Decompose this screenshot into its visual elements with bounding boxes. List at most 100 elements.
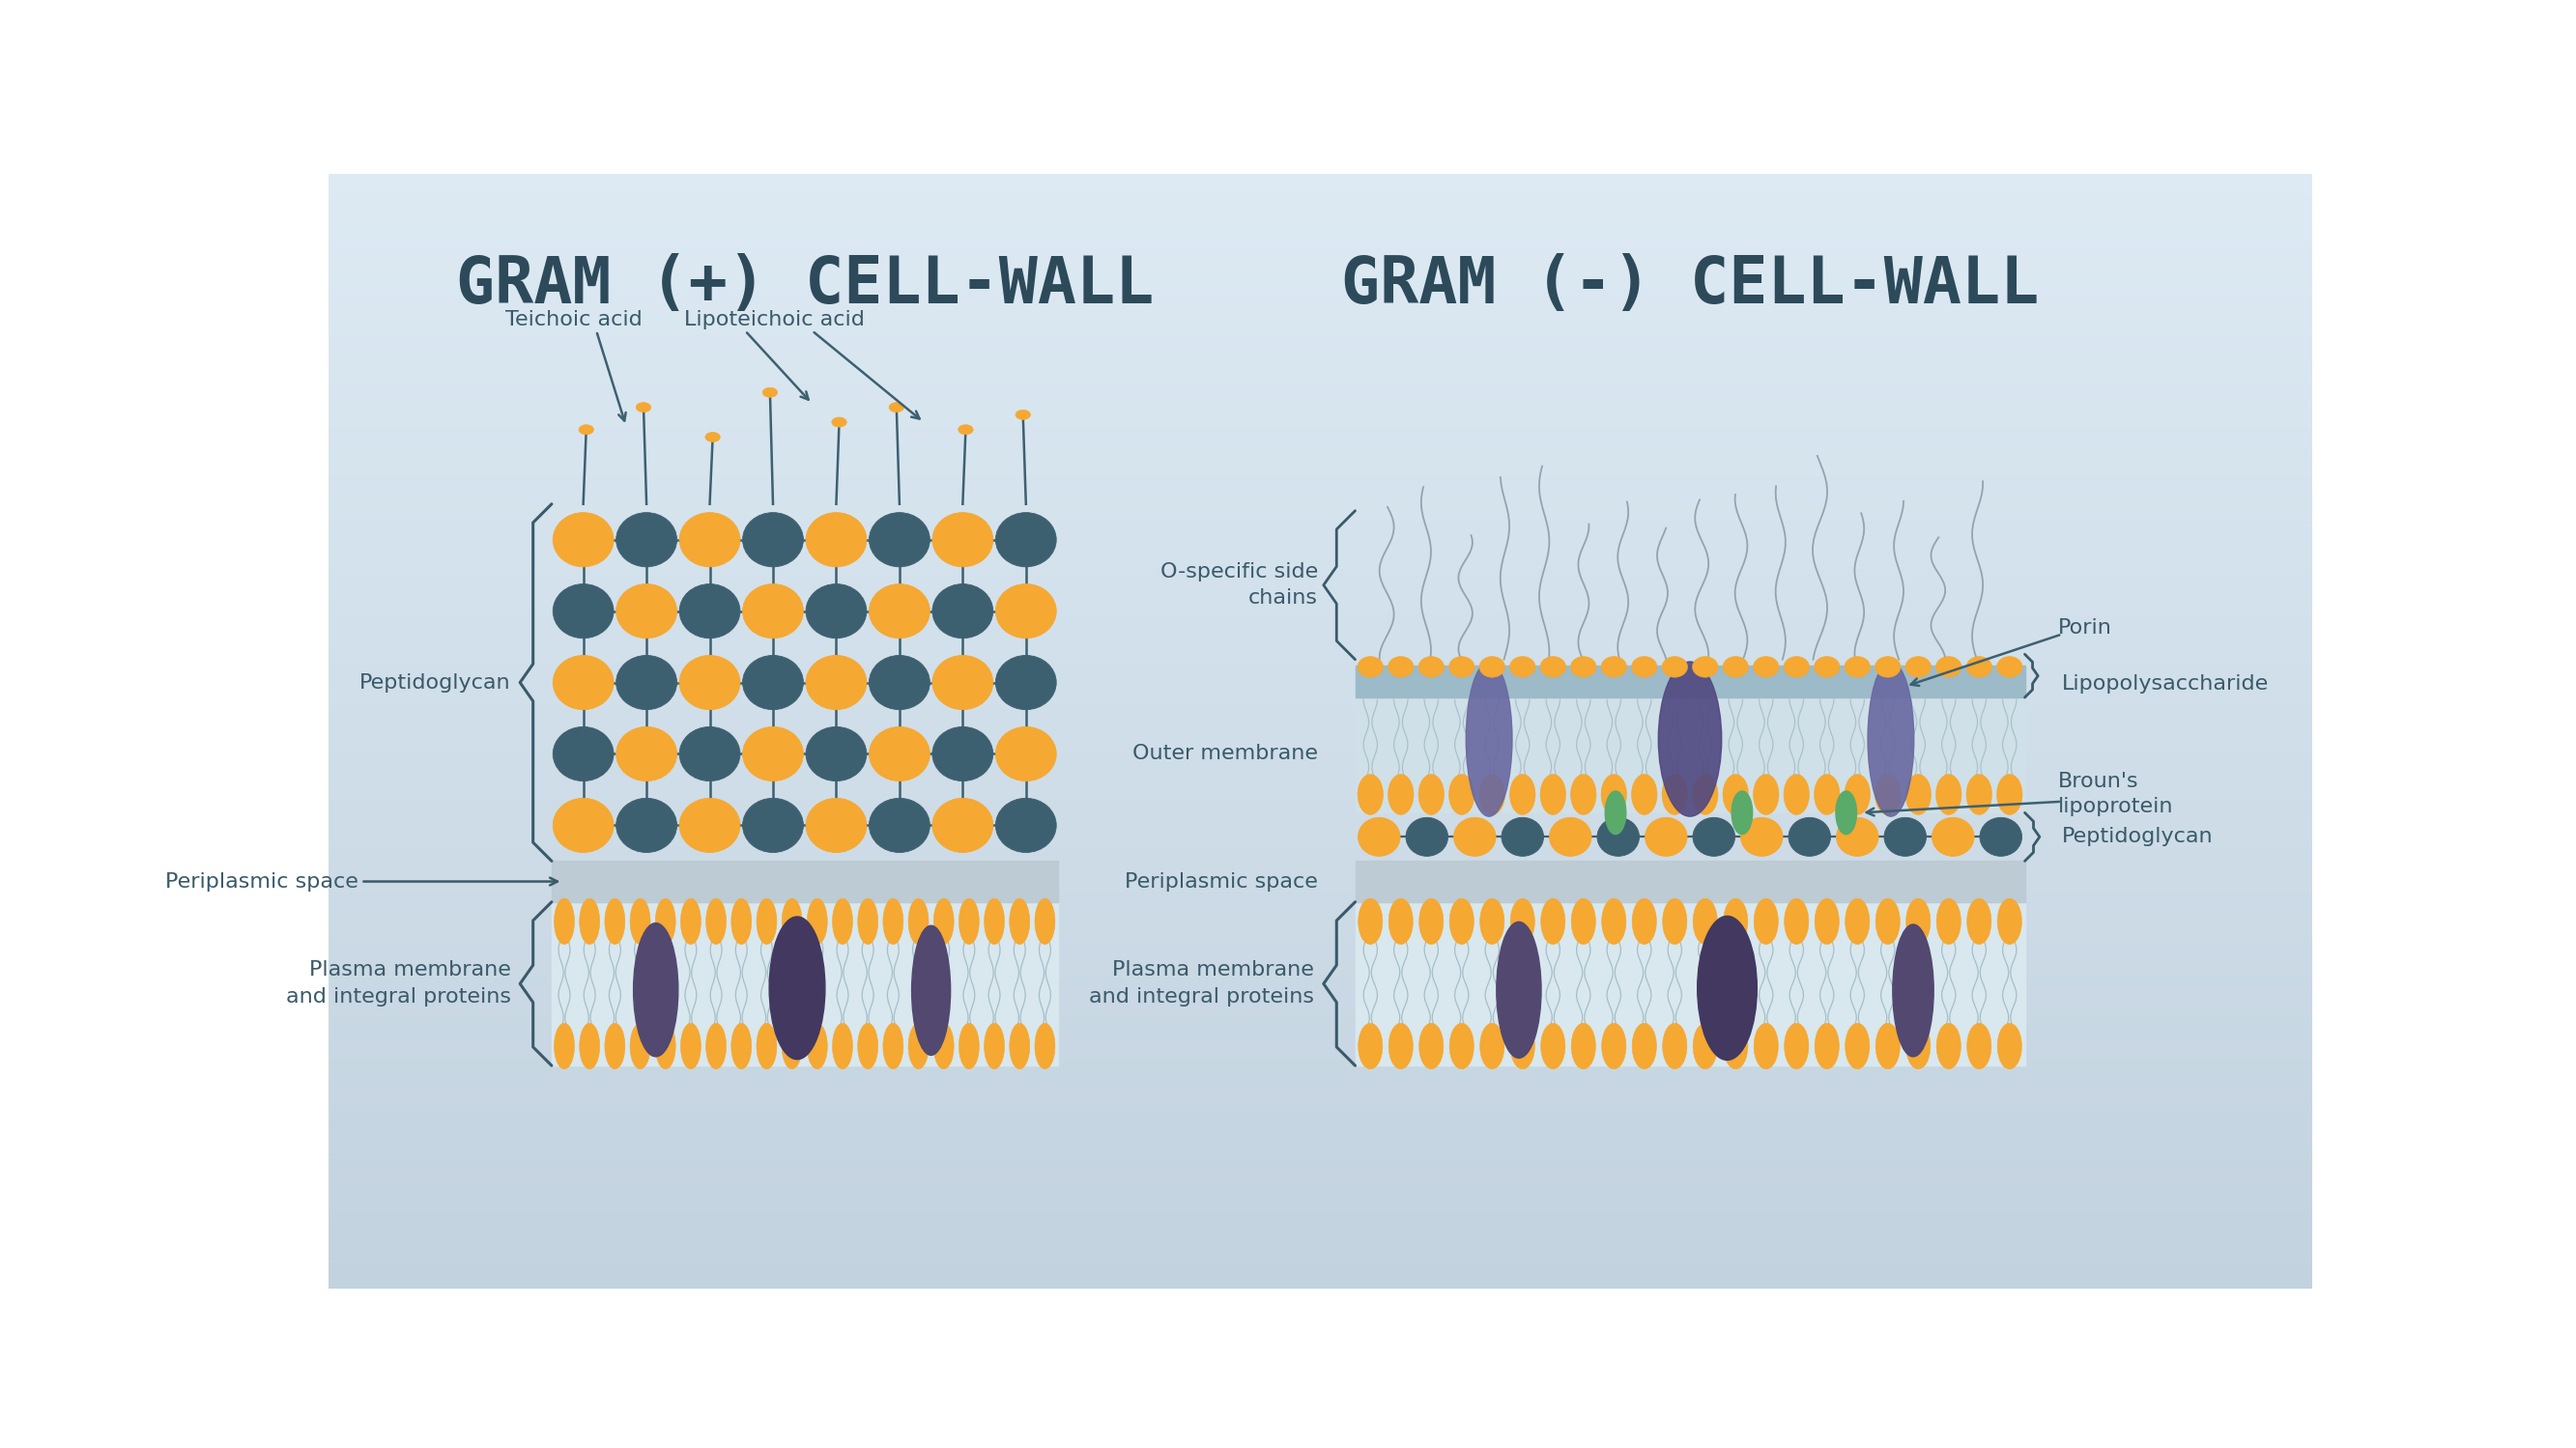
Ellipse shape xyxy=(636,403,652,413)
Bar xyxy=(1355,666,2025,698)
Bar xyxy=(330,271,2313,274)
Ellipse shape xyxy=(1481,899,1504,944)
Bar xyxy=(330,437,2313,442)
Ellipse shape xyxy=(680,727,739,780)
Bar xyxy=(330,940,2313,943)
Ellipse shape xyxy=(1540,1024,1566,1069)
Bar xyxy=(330,1274,2313,1277)
Ellipse shape xyxy=(889,403,904,413)
Ellipse shape xyxy=(1996,656,2022,678)
Ellipse shape xyxy=(1036,1024,1056,1069)
Bar xyxy=(330,665,2313,668)
Ellipse shape xyxy=(1754,899,1777,944)
Bar xyxy=(330,385,2313,390)
Ellipse shape xyxy=(554,727,613,780)
Bar xyxy=(330,523,2313,527)
Ellipse shape xyxy=(1540,899,1566,944)
Ellipse shape xyxy=(1844,656,1870,678)
Bar xyxy=(330,1144,2313,1147)
Bar xyxy=(330,319,2313,323)
Text: Plasma membrane
and integral proteins: Plasma membrane and integral proteins xyxy=(1090,960,1314,1006)
Bar xyxy=(330,207,2313,211)
Ellipse shape xyxy=(1479,656,1504,678)
Ellipse shape xyxy=(1723,1024,1747,1069)
Bar xyxy=(330,1234,2313,1237)
Ellipse shape xyxy=(1453,818,1497,856)
Bar xyxy=(330,475,2313,478)
Bar xyxy=(330,445,2313,449)
Ellipse shape xyxy=(1419,1024,1443,1069)
Ellipse shape xyxy=(1659,662,1721,817)
Ellipse shape xyxy=(933,899,953,944)
Bar xyxy=(330,586,2313,589)
Ellipse shape xyxy=(1844,1024,1870,1069)
Text: O-specific side
chains: O-specific side chains xyxy=(1159,563,1319,608)
Bar xyxy=(330,891,2313,895)
Bar xyxy=(330,188,2313,193)
Bar xyxy=(330,883,2313,888)
Bar xyxy=(330,497,2313,501)
Bar xyxy=(330,943,2313,947)
Bar xyxy=(330,727,2313,731)
Ellipse shape xyxy=(1510,775,1535,815)
Bar xyxy=(330,278,2313,281)
Ellipse shape xyxy=(1692,775,1718,815)
Ellipse shape xyxy=(580,424,592,434)
Ellipse shape xyxy=(1692,818,1734,856)
Bar xyxy=(330,805,2313,809)
Bar xyxy=(330,252,2313,255)
Ellipse shape xyxy=(868,798,930,853)
Bar xyxy=(330,895,2313,898)
Ellipse shape xyxy=(1968,1024,1991,1069)
Ellipse shape xyxy=(884,1024,904,1069)
Bar xyxy=(330,1044,2313,1047)
Ellipse shape xyxy=(1602,656,1625,678)
Bar xyxy=(330,769,2313,772)
Ellipse shape xyxy=(806,798,866,853)
Bar xyxy=(330,390,2313,392)
Bar xyxy=(330,1189,2313,1192)
Ellipse shape xyxy=(554,584,613,639)
Ellipse shape xyxy=(1010,899,1030,944)
Bar xyxy=(330,1061,2313,1066)
Text: GRAM (-) CELL-WALL: GRAM (-) CELL-WALL xyxy=(1342,253,2040,317)
Ellipse shape xyxy=(958,424,974,434)
Ellipse shape xyxy=(806,1024,827,1069)
Bar xyxy=(330,1251,2313,1255)
Ellipse shape xyxy=(742,798,804,853)
Bar xyxy=(1355,694,2025,812)
Bar xyxy=(330,363,2313,366)
Bar xyxy=(330,812,2313,817)
Ellipse shape xyxy=(1814,899,1839,944)
Ellipse shape xyxy=(1814,656,1839,678)
Bar xyxy=(330,598,2313,601)
Bar xyxy=(330,906,2313,909)
Bar xyxy=(330,1114,2313,1118)
Bar xyxy=(330,1158,2313,1163)
Bar xyxy=(330,487,2313,489)
Bar xyxy=(330,460,2313,463)
Text: Periplasmic space: Periplasmic space xyxy=(1126,872,1319,891)
Bar xyxy=(330,933,2313,935)
Ellipse shape xyxy=(1906,775,1932,815)
Ellipse shape xyxy=(1844,899,1870,944)
Ellipse shape xyxy=(1937,775,1960,815)
Ellipse shape xyxy=(1965,775,1991,815)
Ellipse shape xyxy=(554,899,574,944)
Ellipse shape xyxy=(1358,775,1383,815)
Bar xyxy=(330,290,2313,292)
Bar xyxy=(330,705,2313,710)
Bar xyxy=(330,1277,2313,1281)
Ellipse shape xyxy=(868,513,930,566)
Bar xyxy=(330,404,2313,408)
Bar xyxy=(330,1021,2313,1025)
Ellipse shape xyxy=(1571,1024,1595,1069)
Ellipse shape xyxy=(1837,818,1878,856)
Ellipse shape xyxy=(1510,656,1535,678)
Ellipse shape xyxy=(994,513,1056,566)
Bar xyxy=(330,292,2313,297)
Ellipse shape xyxy=(631,1024,649,1069)
Bar xyxy=(330,211,2313,214)
Ellipse shape xyxy=(858,899,878,944)
Ellipse shape xyxy=(1875,656,1901,678)
